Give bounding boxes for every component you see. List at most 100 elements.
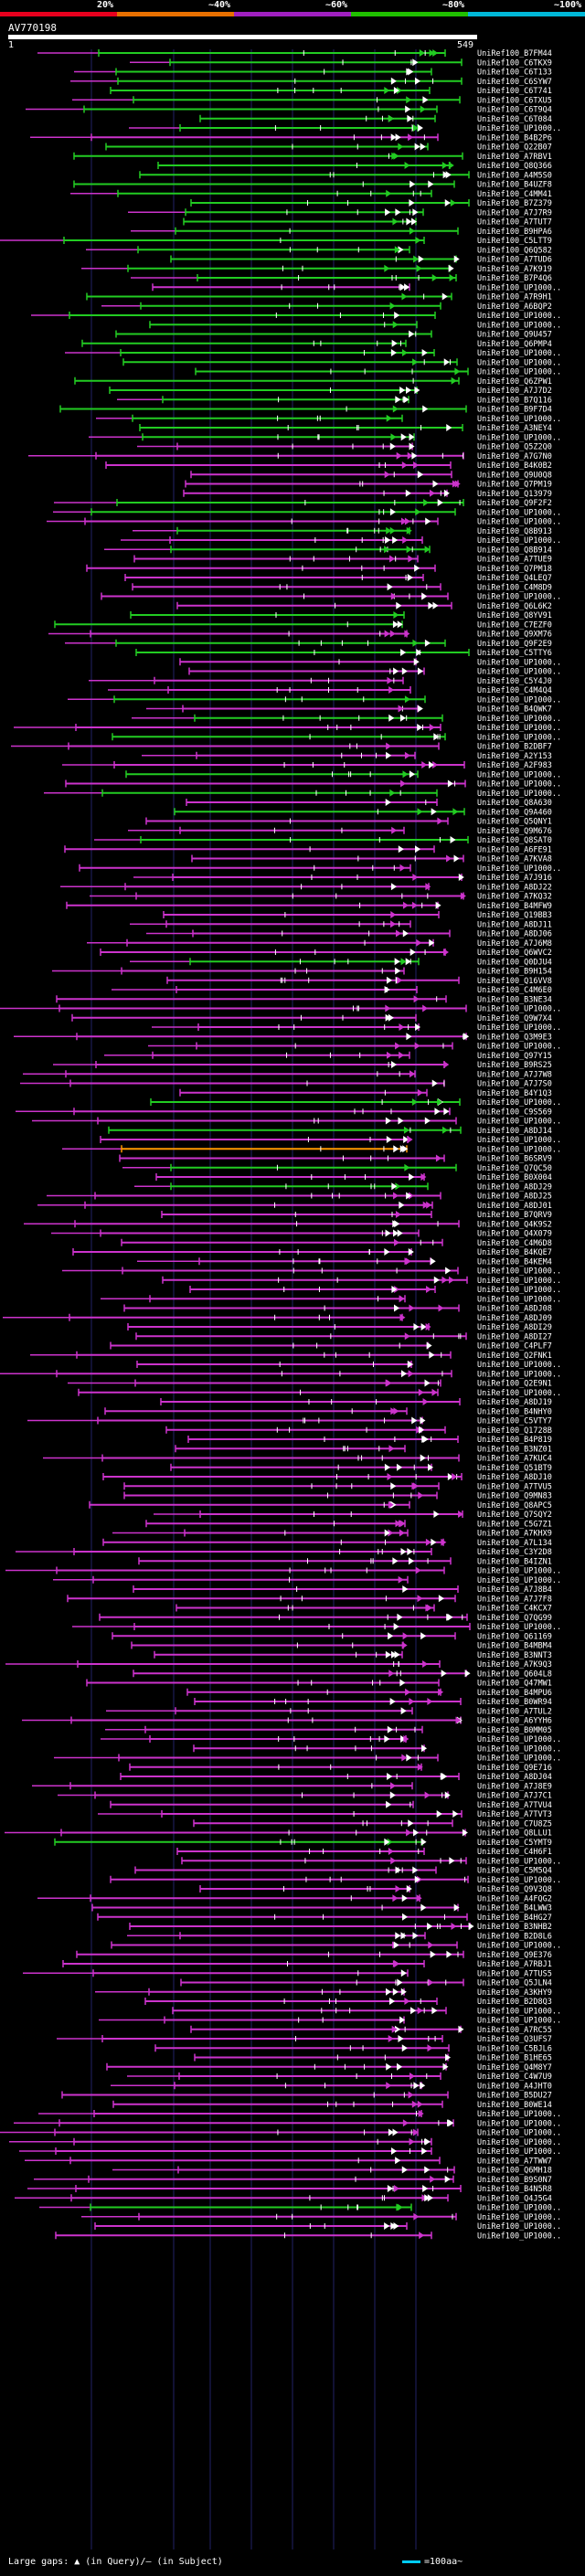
hit-label: UniRef100_B6SRV9 (477, 1155, 552, 1164)
legend-text: =100aa~ (424, 2557, 463, 2567)
hit-label: UniRef100_UP1000.. (477, 1623, 561, 1632)
hit-line (410, 949, 416, 956)
hit-label: UniRef100_UP1000.. (477, 2017, 561, 2026)
hit-line (422, 2185, 429, 2192)
hit-label: UniRef100_A8DJ01 (477, 1202, 552, 1211)
hit-line (443, 358, 450, 366)
hit-line (443, 1108, 450, 1116)
hit-line (400, 1548, 407, 1555)
hit-label: UniRef100_A6FE91 (477, 845, 552, 854)
hit-line (431, 1079, 438, 1087)
hit-label: UniRef100_B4QWK7 (477, 705, 552, 715)
hit-label: UniRef100_A8DI27 (477, 1332, 552, 1341)
hit-label: UniRef100_Q3M9E3 (477, 1033, 552, 1042)
hit-line (409, 2137, 415, 2146)
hit-label: UniRef100_UP1000.. (477, 1023, 561, 1033)
hit-line (405, 958, 411, 966)
hit-line (417, 667, 423, 675)
hit-line (417, 724, 423, 731)
hit-line (426, 1286, 432, 1293)
hit-line (417, 2100, 423, 2108)
hit-line (441, 1276, 448, 1284)
hit-label: UniRef100_C5LTT9 (477, 237, 552, 246)
hit-line (413, 2082, 420, 2090)
hit-label: UniRef100_Q1728B (477, 1426, 552, 1436)
hit-line (455, 1716, 462, 1724)
hit-label: UniRef100_UP1000.. (477, 2222, 561, 2231)
hit-line (384, 87, 390, 94)
hit-line (388, 2128, 394, 2136)
hit-label: UniRef100_UP1000.. (477, 1286, 561, 1295)
hit-line (395, 1042, 401, 1050)
hit-line (406, 1754, 412, 1762)
hit-label: UniRef100_UP1000.. (477, 1005, 561, 1014)
hit-line (403, 1126, 410, 1134)
hit-line (447, 1473, 453, 1480)
hit-line (396, 451, 402, 460)
hit-line (415, 1566, 421, 1574)
hit-line (396, 1463, 402, 1471)
hit-line (424, 546, 431, 554)
hit-line (399, 1051, 405, 1059)
hit-label: UniRef100_Q8SAT0 (477, 836, 552, 845)
hit-line (390, 2222, 397, 2230)
hit-label: UniRef100_UP1000.. (477, 1942, 561, 1951)
hit-line (449, 1857, 455, 1865)
hit-label: UniRef100_C4M6E0 (477, 986, 552, 995)
hit-line (406, 1829, 412, 1837)
hit-line (386, 742, 392, 750)
hit-label: UniRef100_UP1000.. (477, 1145, 561, 1154)
hit-line (386, 1051, 392, 1059)
hit-line (386, 751, 392, 759)
hit-label: UniRef100_B7Z379 (477, 199, 552, 208)
hit-line (437, 1098, 443, 1106)
hit-line (407, 1136, 413, 1143)
hit-label: UniRef100_UP1000.. (477, 1876, 561, 1885)
hit-label: UniRef100_A7TUL2 (477, 1707, 552, 1716)
hit-label: UniRef100_A8DJ06 (477, 930, 552, 939)
hit-line (421, 592, 428, 600)
hit-line (407, 1361, 413, 1368)
hit-label: UniRef100_A7TVT3 (477, 1810, 552, 1819)
hit-line (413, 658, 420, 666)
hit-line (452, 1473, 458, 1480)
hit-line (420, 2082, 426, 2090)
hit-line (421, 761, 428, 769)
hit-line (386, 1136, 392, 1143)
scale-label: ~60% (325, 0, 348, 10)
hit-label: UniRef100_UP1000.. (477, 770, 561, 779)
hit-line (420, 143, 426, 151)
hit-line (428, 1978, 434, 1987)
hit-line (405, 489, 411, 497)
hit-label: UniRef100_A8DJ22 (477, 883, 552, 892)
hit-line (463, 1033, 470, 1041)
hit-line (397, 1978, 403, 1987)
hit-line (403, 396, 410, 404)
hit-label: UniRef100_UP1000.. (477, 2147, 561, 2157)
hit-line (424, 2137, 431, 2146)
hit-line (426, 1341, 432, 1350)
hit-line (415, 508, 421, 516)
hit-line (396, 2062, 402, 2071)
hit-line (409, 1173, 415, 1181)
hit-line (449, 274, 455, 281)
hit-line (454, 480, 461, 488)
scale-label: ~80% (442, 0, 465, 10)
hit-line (400, 1370, 407, 1378)
hit-line (387, 1473, 393, 1480)
hit-line (410, 180, 416, 188)
hit-line (411, 901, 418, 909)
hit-label: UniRef100_B0MM05 (477, 1726, 552, 1735)
hit-line (387, 1773, 393, 1780)
hit-line (407, 451, 413, 460)
hit-line (428, 601, 434, 610)
hit-label: UniRef100_UP1000.. (477, 715, 561, 724)
hit-line (419, 49, 425, 57)
hit-label: UniRef100_C6T9Q4 (477, 106, 552, 115)
hit-line (433, 1276, 440, 1284)
hit-line (397, 976, 403, 984)
hit-line (411, 1416, 418, 1425)
hit-label: UniRef100_C6SYW7 (477, 78, 552, 87)
hit-label: UniRef100_C3Y2D8 (477, 1548, 552, 1557)
hit-line (390, 1407, 397, 1415)
